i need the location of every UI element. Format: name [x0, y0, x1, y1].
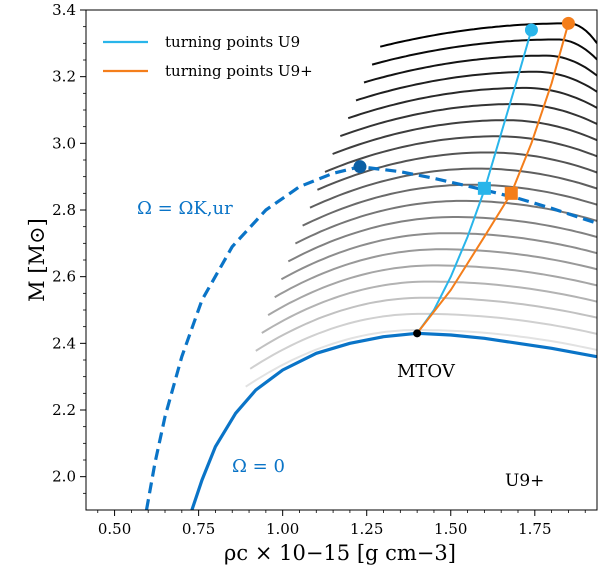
rotating-sequence-4: [261, 280, 597, 334]
series-1-line: [190, 331, 597, 510]
y-tick-label: 2.8: [52, 201, 76, 219]
x-tick-label: 1.25: [350, 520, 383, 538]
rotating-sequence-8: [287, 216, 597, 263]
rotating-sequence-6: [274, 248, 597, 299]
x-axis-title: ρc × 10−15 [g cm−3]: [224, 541, 456, 565]
y-tick-label: 2.6: [52, 268, 76, 286]
square-marker-3: [477, 181, 491, 195]
legend-label-u9plus: turning points U9+: [165, 62, 313, 80]
rotating-sequence-3: [255, 296, 597, 352]
rotating-sequence-20: [379, 22, 597, 48]
y-tick-label: 3.4: [52, 1, 76, 19]
rotating-sequence-7: [280, 232, 597, 281]
rotating-sequence-16: [347, 86, 597, 120]
rotating-sequence-9: [294, 199, 597, 245]
x-tick-label: 1.50: [434, 520, 467, 538]
rotating-sequence-2: [249, 312, 597, 370]
x-tick-label: 1.75: [518, 520, 551, 538]
rotating-sequence-15: [339, 102, 597, 138]
circle-marker-2: [561, 16, 575, 30]
series-3-line: [416, 29, 533, 334]
rotating-sequence-19: [371, 38, 597, 66]
rotating-sequence-11: [309, 167, 597, 209]
y-tick-label: 2.0: [52, 468, 76, 486]
y-axis-title: M [M⊙]: [25, 218, 49, 302]
legend: turning points U9 turning points U9+: [103, 33, 313, 80]
y-axis-ticks: 2.0 2.2 2.4 2.6 2.8 3.0 3.2 3.4: [52, 1, 86, 494]
y-tick-label: 2.4: [52, 334, 76, 352]
static-curve-label: Ω = 0: [232, 456, 285, 477]
rotating-sequence-5: [267, 264, 597, 316]
rotating-sequence-13: [324, 135, 597, 173]
rotating-sequence-14: [332, 119, 597, 155]
square-marker-4: [504, 186, 518, 200]
y-tick-label: 2.2: [52, 401, 76, 419]
model-label: U9+: [505, 471, 544, 491]
tov-point-marker: [413, 329, 422, 338]
circle-marker-0: [353, 160, 367, 174]
rotating-sequence-12: [317, 151, 597, 191]
x-tick-label: 0.75: [182, 520, 215, 538]
rotating-sequence-10: [302, 183, 597, 227]
y-tick-label: 3.2: [52, 68, 76, 86]
x-tick-label: 0.50: [98, 520, 131, 538]
rotating-sequence-1: [245, 329, 597, 388]
x-axis-ticks: 0.50 0.75 1.00 1.25 1.50 1.75: [97, 510, 586, 538]
series-2-line: [144, 165, 597, 510]
kepler-curve-label: Ω = ΩK,ur: [137, 198, 233, 219]
x-tick-label: 1.00: [266, 520, 299, 538]
circle-marker-1: [524, 23, 538, 37]
rotating-sequence-18: [363, 54, 597, 84]
legend-label-u9: turning points U9: [165, 33, 300, 51]
y-tick-label: 3.0: [52, 134, 76, 152]
rotating-sequences: [245, 22, 597, 388]
rotating-sequence-17: [355, 70, 597, 102]
tov-mass-label: MTOV: [397, 361, 456, 382]
markers: [353, 16, 575, 338]
